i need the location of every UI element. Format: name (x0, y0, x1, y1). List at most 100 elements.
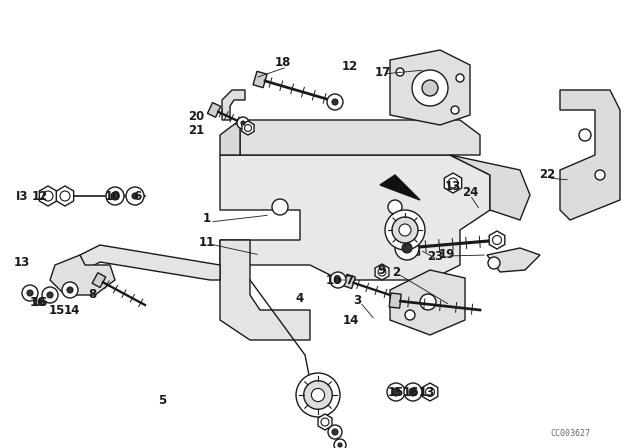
Circle shape (456, 74, 464, 82)
Text: 21: 21 (188, 124, 204, 137)
Polygon shape (80, 245, 220, 280)
Polygon shape (207, 103, 221, 117)
Circle shape (388, 200, 402, 214)
Circle shape (392, 388, 400, 396)
Circle shape (330, 272, 346, 288)
Circle shape (378, 268, 386, 276)
Circle shape (111, 192, 119, 200)
Circle shape (328, 425, 342, 439)
Circle shape (451, 106, 459, 114)
Circle shape (332, 99, 338, 105)
Text: 16: 16 (32, 297, 48, 310)
Polygon shape (242, 121, 254, 135)
Text: 13: 13 (419, 387, 435, 400)
Circle shape (402, 243, 412, 253)
Text: 14: 14 (343, 314, 359, 327)
Circle shape (412, 70, 448, 106)
Circle shape (392, 217, 418, 243)
Circle shape (334, 439, 346, 448)
Circle shape (409, 388, 417, 396)
Polygon shape (444, 173, 461, 193)
Circle shape (332, 429, 338, 435)
Circle shape (321, 418, 329, 426)
Text: 23: 23 (427, 250, 443, 263)
Circle shape (405, 310, 415, 320)
Circle shape (244, 125, 252, 132)
Polygon shape (240, 120, 480, 155)
Circle shape (27, 290, 33, 296)
Circle shape (312, 388, 324, 401)
Text: 8: 8 (88, 289, 96, 302)
Polygon shape (406, 239, 420, 256)
Text: 9: 9 (377, 263, 385, 276)
Circle shape (43, 191, 53, 201)
Polygon shape (39, 186, 57, 206)
Circle shape (42, 287, 58, 303)
Text: 12: 12 (342, 60, 358, 73)
Text: 20: 20 (188, 111, 204, 124)
Polygon shape (390, 50, 470, 125)
Circle shape (296, 373, 340, 417)
Text: 7: 7 (345, 273, 353, 287)
Circle shape (595, 170, 605, 180)
Text: 22: 22 (539, 168, 555, 181)
Text: 16: 16 (30, 297, 46, 310)
Text: 12: 12 (32, 190, 48, 202)
Polygon shape (343, 274, 355, 289)
Polygon shape (487, 248, 540, 272)
Text: 10: 10 (105, 190, 121, 202)
Text: 19: 19 (439, 247, 455, 260)
Polygon shape (220, 240, 310, 340)
Polygon shape (389, 293, 401, 308)
Circle shape (22, 285, 38, 301)
Circle shape (67, 287, 73, 293)
Circle shape (387, 383, 405, 401)
Circle shape (132, 193, 138, 199)
Circle shape (327, 94, 343, 110)
Circle shape (396, 68, 404, 76)
Text: 13: 13 (14, 257, 30, 270)
Text: 17: 17 (375, 66, 391, 79)
Circle shape (426, 388, 435, 396)
Circle shape (488, 257, 500, 269)
Circle shape (404, 383, 422, 401)
Text: 13: 13 (445, 181, 461, 194)
Circle shape (272, 199, 288, 215)
Text: 24: 24 (462, 185, 478, 198)
Text: 5: 5 (158, 393, 166, 406)
Text: CC003627: CC003627 (550, 428, 590, 438)
Circle shape (237, 117, 249, 129)
Text: 16: 16 (403, 387, 419, 400)
Polygon shape (489, 231, 505, 249)
Circle shape (126, 187, 144, 205)
Circle shape (422, 80, 438, 96)
Circle shape (395, 236, 419, 260)
Circle shape (399, 224, 411, 236)
Circle shape (338, 443, 342, 447)
Text: 2: 2 (392, 266, 400, 279)
Polygon shape (56, 186, 74, 206)
Circle shape (335, 277, 341, 283)
Circle shape (60, 191, 70, 201)
Circle shape (493, 236, 502, 245)
Polygon shape (222, 90, 245, 120)
Polygon shape (318, 414, 332, 430)
Polygon shape (380, 175, 420, 200)
Polygon shape (375, 264, 389, 280)
Text: 1: 1 (203, 211, 211, 224)
Text: 15: 15 (388, 387, 404, 400)
Polygon shape (92, 273, 106, 288)
Polygon shape (560, 90, 620, 220)
Polygon shape (390, 270, 465, 335)
Circle shape (304, 381, 332, 409)
Polygon shape (220, 120, 240, 155)
Circle shape (62, 282, 78, 298)
Text: 15: 15 (49, 303, 65, 316)
Circle shape (385, 210, 425, 250)
Text: 14: 14 (64, 303, 80, 316)
Circle shape (579, 129, 591, 141)
Text: 11: 11 (199, 236, 215, 249)
Text: 4: 4 (296, 292, 304, 305)
Polygon shape (422, 383, 438, 401)
Circle shape (241, 121, 245, 125)
